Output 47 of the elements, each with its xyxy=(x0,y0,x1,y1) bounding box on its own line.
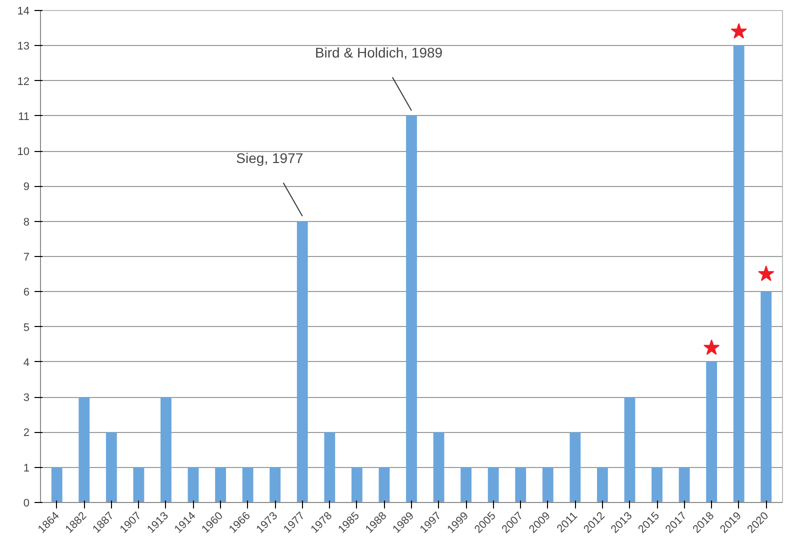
bar xyxy=(160,397,172,502)
bar xyxy=(324,432,336,502)
point xyxy=(730,23,747,39)
bar xyxy=(133,467,144,502)
bar xyxy=(296,221,308,502)
y-tick-label: 13 xyxy=(17,40,30,53)
bar xyxy=(406,116,417,502)
bar xyxy=(760,292,772,502)
y-tick-label: 2 xyxy=(23,427,30,440)
bar xyxy=(215,467,226,502)
y-tick-label: 10 xyxy=(17,146,30,158)
y-tick-label: 8 xyxy=(23,216,30,228)
y-tick-label: 3 xyxy=(23,392,30,404)
y-tick-label: 0 xyxy=(23,498,30,510)
y-tick-label: 14 xyxy=(17,6,30,18)
bar xyxy=(597,467,608,502)
bar xyxy=(433,432,444,502)
y-tick-label: 7 xyxy=(23,252,30,264)
y-tick-label: 11 xyxy=(18,110,30,123)
annotation: Bird & Holdich, 1989 xyxy=(314,44,443,61)
bar xyxy=(270,467,281,502)
y-tick-label: 9 xyxy=(23,181,30,194)
bar xyxy=(624,397,636,502)
bar xyxy=(188,467,199,502)
bar xyxy=(570,432,581,502)
bar xyxy=(542,467,554,502)
bar xyxy=(242,467,254,502)
bar xyxy=(351,467,362,502)
point xyxy=(758,266,774,282)
y-tick-label: 5 xyxy=(23,322,30,334)
y-tick-label: 1 xyxy=(23,462,30,474)
y-tick-label: 4 xyxy=(23,356,30,369)
bar xyxy=(51,467,62,502)
bar xyxy=(378,467,390,502)
bar xyxy=(733,46,744,502)
bar xyxy=(706,362,718,502)
bar xyxy=(652,467,662,502)
y-tick-label: 6 xyxy=(23,286,30,299)
bar xyxy=(488,467,499,502)
y-tick-label: 12 xyxy=(17,76,30,88)
point xyxy=(703,339,720,355)
bar xyxy=(678,467,690,502)
bar xyxy=(78,397,90,502)
annotation: Sieg, 1977 xyxy=(236,150,304,166)
bar xyxy=(515,467,526,502)
bar xyxy=(460,467,472,502)
bar xyxy=(106,432,117,502)
